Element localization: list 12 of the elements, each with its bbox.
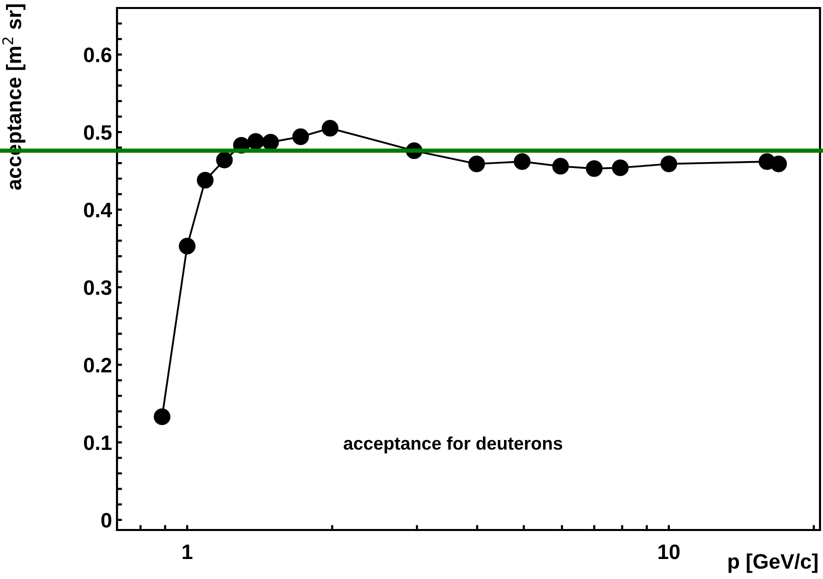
y-tick-label: 0.5 bbox=[84, 125, 112, 140]
x-axis-title: p [GeV/c] bbox=[728, 553, 818, 573]
y-tick-label: 0 bbox=[101, 512, 112, 528]
y-tick-label: 0.2 bbox=[84, 358, 112, 373]
annotation: acceptance for deuterons bbox=[344, 436, 562, 454]
y-tick-label: 0.3 bbox=[84, 280, 112, 296]
x-tick-label: 1 bbox=[182, 544, 192, 559]
y-tick-label: 0.6 bbox=[84, 48, 112, 62]
x-tick-label: 10 bbox=[658, 544, 680, 560]
y-tick-label: 0.4 bbox=[84, 202, 112, 218]
y-tick-label: 0.1 bbox=[84, 435, 112, 450]
y-axis-title: acceptance [m$^{2}$ sr] bbox=[2, 4, 26, 190]
